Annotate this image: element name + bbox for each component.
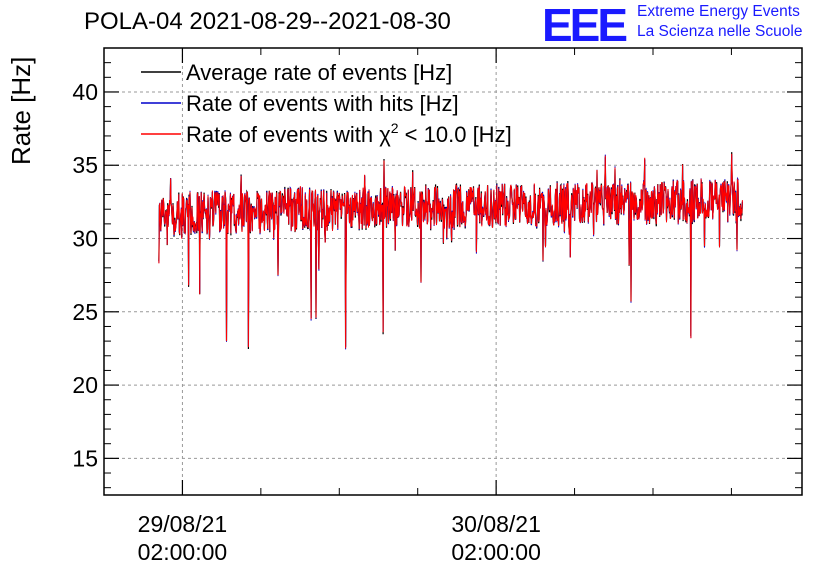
plot-frame [103,47,803,496]
eee-logo: EEE [542,0,628,51]
series-chi2-line [158,153,743,349]
legend-chi2-prefix: Rate of events with χ [186,122,391,147]
x-tick-label-date: 30/08/21 [451,511,541,537]
grid-lines [104,48,802,495]
y-tick-labels: 15 20 25 30 35 40 [72,79,98,471]
series-average-line [158,152,743,350]
axis-ticks [104,47,802,495]
legend: Average rate of events [Hz] Rate of even… [141,60,512,147]
x-tick-label-time: 02:00:00 [451,539,541,565]
y-tick-label: 35 [72,152,98,178]
legend-chi2-sup: 2 [391,120,399,136]
x-tick-label-date: 29/08/21 [138,511,228,537]
legend-label-average: Average rate of events [Hz] [186,60,452,85]
legend-label-chi2: Rate of events with χ2 < 10.0 [Hz] [186,120,512,147]
logo-line-1: Extreme Energy Events [637,3,800,20]
logo-line-2: La Scienza nelle Scuole [637,23,803,40]
y-tick-label: 40 [72,79,98,105]
y-tick-label: 30 [72,226,98,252]
x-tick-label-time: 02:00:00 [138,539,228,565]
y-tick-label: 25 [72,299,98,325]
legend-chi2-suffix: < 10.0 [Hz] [399,122,512,147]
y-tick-label: 15 [72,445,98,471]
chart-title: POLA-04 2021-08-29--2021-08-30 [84,8,451,35]
legend-label-hits: Rate of events with hits [Hz] [186,91,459,116]
series-hits-line [158,154,743,350]
y-tick-label: 20 [72,372,98,398]
series-layer [158,152,743,350]
